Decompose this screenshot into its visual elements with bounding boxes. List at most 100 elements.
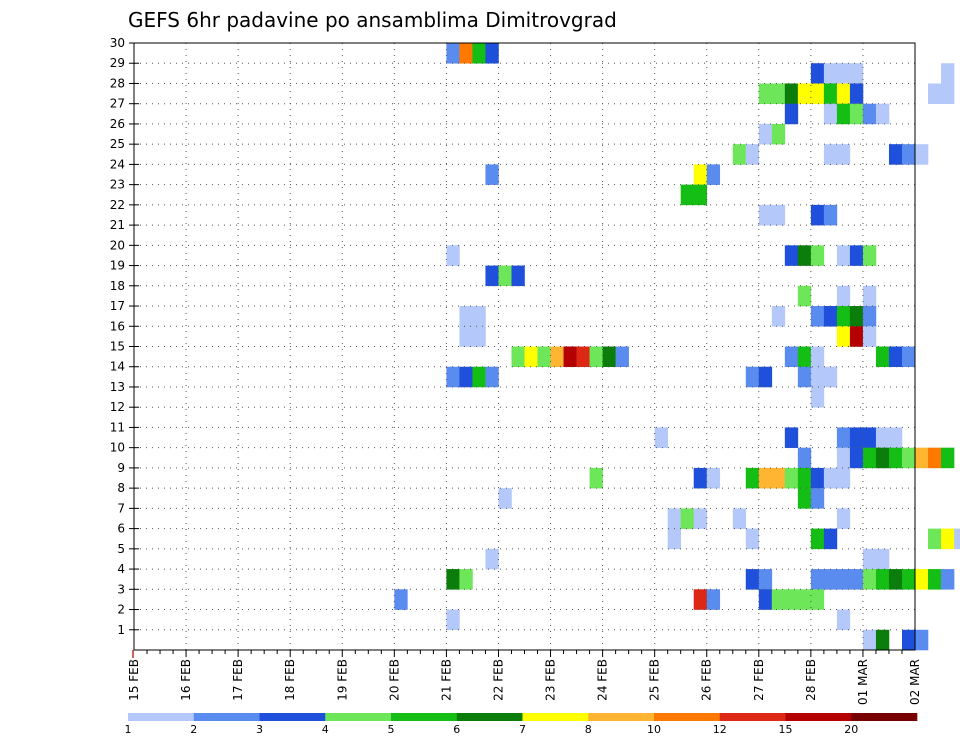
y-tick-label: 7 xyxy=(117,501,125,515)
heatmap-cell xyxy=(875,548,890,570)
heatmap-cell xyxy=(862,447,877,469)
heatmap-cell xyxy=(836,427,851,448)
heatmap-cell xyxy=(849,306,864,327)
heatmap-cell xyxy=(849,326,864,347)
heatmap-cell xyxy=(706,589,721,610)
y-tick-label: 23 xyxy=(110,178,125,192)
heatmap-cell xyxy=(706,164,721,185)
heatmap-cell xyxy=(745,569,760,590)
heatmap-cell xyxy=(498,488,512,509)
x-tick-label: 27 FEB xyxy=(752,659,766,701)
x-tick-label: 23 FEB xyxy=(544,659,558,701)
legend-label: 4 xyxy=(322,723,329,736)
heatmap-cell xyxy=(901,569,916,590)
heatmap-cell xyxy=(823,467,838,489)
legend-swatch xyxy=(851,713,918,721)
heatmap-cell xyxy=(589,467,603,489)
legend-swatch xyxy=(325,713,392,721)
heatmap-cell xyxy=(680,508,695,529)
heatmap-cell xyxy=(836,285,851,307)
heatmap-cell xyxy=(888,447,903,469)
legend-label: 10 xyxy=(647,723,661,736)
heatmap-cell xyxy=(485,366,499,388)
chart-title: GEFS 6hr padavine po ansamblima Dimitrov… xyxy=(128,8,617,32)
heatmap-cell xyxy=(758,204,773,226)
legend-swatch xyxy=(522,713,589,721)
legend-label: 20 xyxy=(844,723,858,736)
heatmap-cell xyxy=(745,528,760,550)
heatmap-cell xyxy=(693,589,708,610)
heatmap-cell xyxy=(797,447,812,469)
heatmap-cell xyxy=(615,346,629,368)
heatmap-cell xyxy=(459,326,473,347)
heatmap-cell xyxy=(823,306,838,327)
heatmap-cell xyxy=(928,528,942,550)
heatmap-cell xyxy=(810,245,825,266)
heatmap-cell xyxy=(459,569,473,590)
heatmap-cell xyxy=(862,103,877,125)
heatmap-cell xyxy=(797,346,812,368)
heatmap-cell xyxy=(472,366,486,388)
heatmap-cell xyxy=(836,609,851,631)
heatmap-cell xyxy=(771,204,786,226)
heatmap-cell xyxy=(836,508,851,529)
heatmap-cell xyxy=(836,103,851,125)
heatmap-cell xyxy=(797,589,812,610)
y-tick-label: 3 xyxy=(117,582,125,596)
heatmap-cell xyxy=(680,184,695,206)
y-tick-label: 21 xyxy=(110,218,125,232)
legend-swatch xyxy=(391,713,458,721)
y-tick-label: 13 xyxy=(110,380,125,394)
x-tick-label: 28 FEB xyxy=(804,659,818,701)
x-tick-label: 22 FEB xyxy=(491,659,505,701)
heatmap-cell xyxy=(745,144,760,165)
y-tick-label: 16 xyxy=(110,319,125,333)
heatmap-cell xyxy=(836,326,851,347)
heatmap-cell xyxy=(836,83,851,104)
heatmap-cell xyxy=(954,528,960,550)
y-tick-label: 2 xyxy=(117,603,125,617)
heatmap-cell xyxy=(394,589,408,610)
heatmap-cell xyxy=(784,83,799,104)
x-tick-label: 15 FEB xyxy=(127,659,141,701)
heatmap-cell xyxy=(849,63,864,84)
heatmap-cell xyxy=(771,83,786,104)
heatmap-cell xyxy=(941,83,955,104)
legend-label: 2 xyxy=(190,723,197,736)
heatmap-cell xyxy=(485,43,499,64)
heatmap-cell xyxy=(446,366,460,388)
x-tick-label: 02 MAR xyxy=(908,659,922,705)
heatmap-cell xyxy=(784,427,799,448)
heatmap-cell xyxy=(797,366,812,388)
heatmap-cells xyxy=(394,43,960,651)
heatmap-cell xyxy=(928,569,942,590)
heatmap-cell xyxy=(784,467,799,489)
heatmap-cell xyxy=(511,346,525,368)
heatmap-cell xyxy=(576,346,590,368)
heatmap-cell xyxy=(915,144,929,165)
legend-label: 6 xyxy=(453,723,460,736)
y-tick-label: 11 xyxy=(110,420,125,434)
heatmap-cell xyxy=(589,346,603,368)
heatmap-cell xyxy=(862,629,877,651)
heatmap-cell xyxy=(602,346,616,368)
heatmap-cell xyxy=(758,366,773,388)
heatmap-cell xyxy=(459,43,473,64)
heatmap-cell xyxy=(823,204,838,226)
heatmap-cell xyxy=(810,488,825,509)
heatmap-cell xyxy=(849,427,864,448)
heatmap-cell xyxy=(823,83,838,104)
heatmap-cell xyxy=(901,447,916,469)
heatmap-cell xyxy=(446,569,460,590)
heatmap-cell xyxy=(875,569,890,590)
heatmap-cell xyxy=(758,83,773,104)
heatmap-cell xyxy=(537,346,551,368)
heatmap-cell xyxy=(823,528,838,550)
x-tick-label: 26 FEB xyxy=(700,659,714,701)
heatmap-cell xyxy=(758,569,773,590)
heatmap-cell xyxy=(810,346,825,368)
y-axis: 1234567891011121314151617181920212223242… xyxy=(110,36,139,637)
heatmap-cell xyxy=(732,508,747,529)
y-tick-label: 5 xyxy=(117,542,125,556)
heatmap-cell xyxy=(758,467,773,489)
